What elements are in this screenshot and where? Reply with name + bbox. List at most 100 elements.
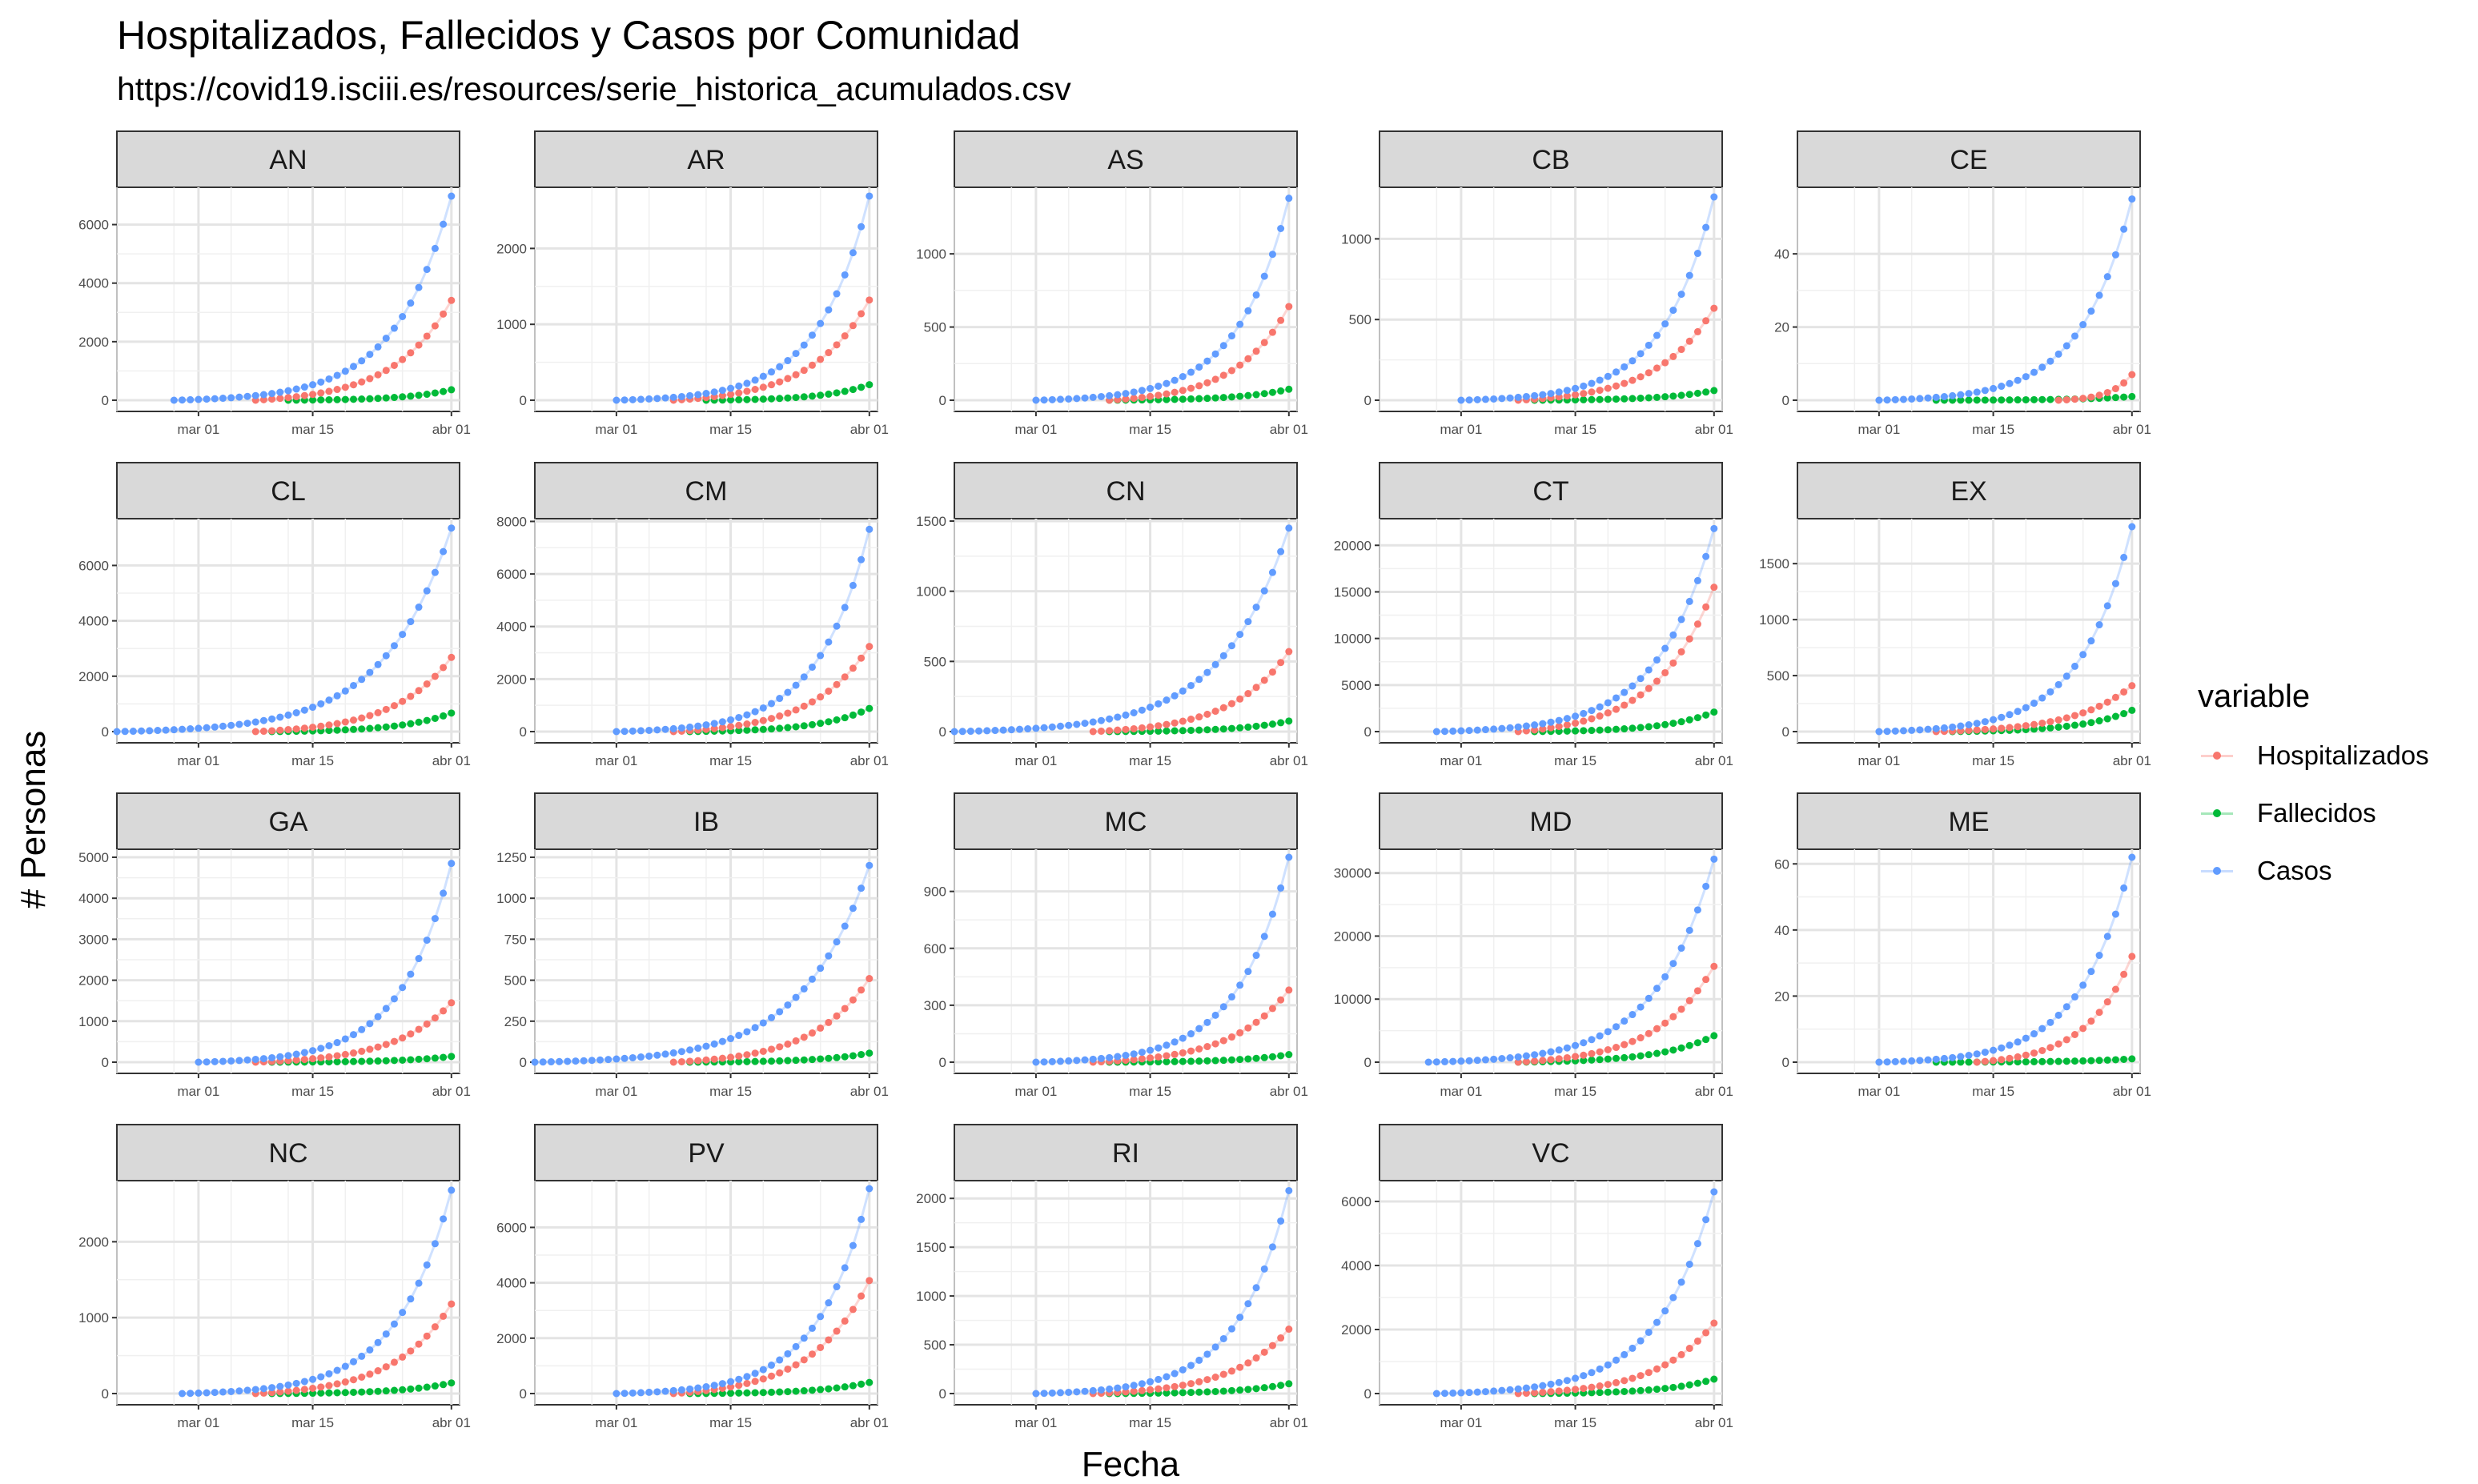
y-tick-label: 500: [924, 320, 946, 335]
data-point-casos: [1990, 716, 1998, 724]
data-point-casos: [817, 652, 825, 660]
data-point-hospitalizados: [2054, 716, 2062, 724]
data-point-fallecidos: [374, 1057, 382, 1065]
data-point-casos: [1580, 1372, 1588, 1380]
data-point-hospitalizados: [2030, 720, 2038, 728]
data-point-casos: [259, 716, 267, 724]
data-point-casos: [792, 993, 800, 1001]
data-point-hospitalizados: [358, 1047, 366, 1055]
data-point-casos: [1147, 384, 1155, 392]
data-point-casos: [1432, 1058, 1440, 1066]
data-point-hospitalizados: [317, 1054, 325, 1062]
data-point-casos: [1449, 1057, 1457, 1065]
data-point-fallecidos: [2038, 395, 2046, 403]
facet-strip: [534, 792, 878, 850]
data-point-casos: [448, 1186, 456, 1194]
data-point-hospitalizados: [2128, 371, 2136, 379]
x-tick-label: mar 01: [1014, 422, 1057, 437]
data-point-hospitalizados: [833, 341, 841, 349]
data-point-hospitalizados: [800, 1033, 808, 1041]
x-tick-label: mar 15: [1972, 1084, 2014, 1099]
data-point-fallecidos: [317, 396, 325, 404]
facet-strip: [954, 792, 1298, 850]
data-point-fallecidos: [1171, 1389, 1179, 1397]
data-point-casos: [1669, 1293, 1677, 1302]
data-point-casos: [1285, 195, 1293, 203]
data-point-hospitalizados: [768, 1045, 776, 1053]
data-point-fallecidos: [2128, 392, 2136, 400]
data-point-casos: [1891, 395, 1899, 403]
data-point-fallecidos: [1195, 395, 1203, 403]
facet-strip-label: CB: [1532, 145, 1569, 175]
y-tick-label: 1000: [916, 1289, 946, 1304]
data-point-hospitalizados: [1539, 1057, 1547, 1065]
data-point-casos: [1449, 727, 1457, 735]
data-point-casos: [1252, 604, 1260, 612]
x-tick-label: abr 01: [850, 753, 889, 768]
data-point-fallecidos: [1693, 1379, 1701, 1387]
data-point-casos: [1693, 250, 1701, 258]
data-point-fallecidos: [1277, 1052, 1285, 1060]
data-point-fallecidos: [2087, 1057, 2095, 1065]
data-point-hospitalizados: [325, 1382, 333, 1390]
data-point-casos: [179, 1390, 187, 1398]
legend-item-casos: Casos: [2198, 842, 2429, 900]
data-point-casos: [727, 1035, 735, 1043]
data-point-casos: [390, 995, 398, 1003]
data-point-fallecidos: [1702, 1378, 1710, 1386]
data-point-hospitalizados: [276, 395, 284, 403]
data-point-casos: [276, 388, 284, 396]
legend-item-hospitalizados: Hospitalizados: [2198, 727, 2429, 784]
data-point-fallecidos: [1563, 727, 1571, 735]
data-point-fallecidos: [808, 1386, 816, 1394]
y-tick-label: 40: [1774, 923, 1789, 938]
data-point-casos: [1891, 1057, 1899, 1065]
data-point-hospitalizados: [1547, 724, 1555, 732]
data-point-hospitalizados: [2120, 970, 2128, 978]
data-point-hospitalizados: [1981, 725, 1989, 733]
data-point-casos: [1629, 1011, 1637, 1019]
x-tick-label: mar 01: [595, 422, 637, 437]
data-point-casos: [800, 985, 808, 993]
data-point-casos: [235, 1057, 243, 1065]
data-point-casos: [1547, 718, 1555, 726]
data-point-casos: [1506, 1054, 1514, 1062]
data-point-casos: [1065, 721, 1073, 729]
data-point-casos: [227, 1387, 235, 1395]
data-point-casos: [1147, 1378, 1155, 1386]
data-point-casos: [2070, 993, 2078, 1001]
facet-strip: [116, 1124, 460, 1181]
data-point-casos: [1498, 1054, 1506, 1062]
data-point-casos: [1048, 1057, 1056, 1065]
data-point-casos: [440, 220, 448, 228]
data-point-fallecidos: [1211, 725, 1219, 733]
data-point-hospitalizados: [2070, 712, 2078, 720]
data-point-casos: [621, 728, 629, 736]
data-point-casos: [1702, 882, 1710, 890]
data-point-fallecidos: [2038, 724, 2046, 732]
x-tick-label: mar 15: [1972, 422, 2014, 437]
data-point-hospitalizados: [1621, 1041, 1629, 1049]
data-point-casos: [1702, 1216, 1710, 1224]
data-point-hospitalizados: [2038, 1046, 2046, 1054]
data-point-hospitalizados: [1252, 1354, 1260, 1362]
data-point-casos: [292, 708, 300, 716]
data-point-casos: [1155, 1375, 1163, 1383]
x-tick-label: abr 01: [432, 422, 471, 437]
data-point-casos: [203, 395, 211, 403]
data-point-casos: [784, 357, 792, 365]
data-point-casos: [1645, 666, 1653, 674]
data-point-fallecidos: [751, 1389, 759, 1397]
data-point-casos: [1572, 384, 1580, 392]
data-point-hospitalizados: [2103, 998, 2111, 1006]
data-point-fallecidos: [776, 395, 784, 403]
y-tick-label: 0: [520, 1055, 527, 1070]
data-point-casos: [1522, 392, 1530, 400]
data-point-fallecidos: [382, 723, 390, 731]
data-point-casos: [1981, 387, 1989, 395]
y-tick-label: 20000: [1334, 538, 1372, 553]
data-point-casos: [243, 720, 251, 728]
data-point-casos: [1097, 1386, 1105, 1394]
data-point-casos: [1924, 394, 1932, 402]
data-point-casos: [1981, 718, 1989, 726]
